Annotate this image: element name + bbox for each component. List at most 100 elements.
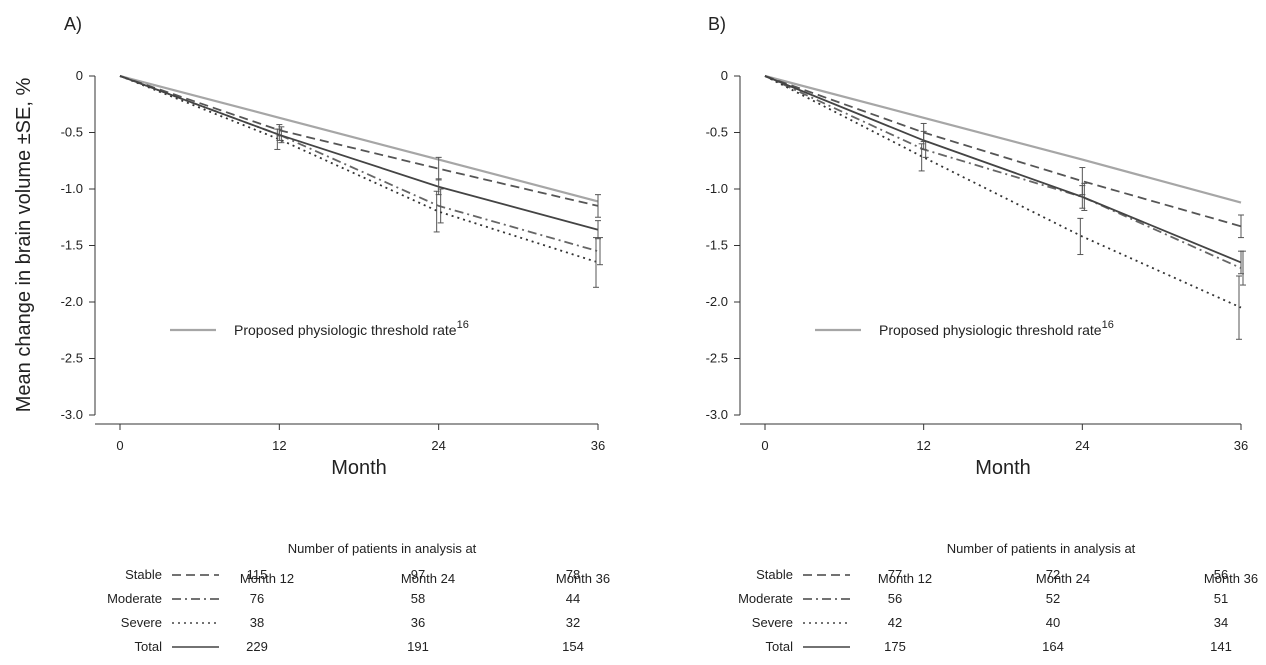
error-bar-moderate <box>597 237 603 266</box>
x-tick-label: 36 <box>1234 438 1248 453</box>
table-row-label: Total <box>766 639 794 654</box>
table-row: Stable 115 97 78 <box>125 567 580 582</box>
series-line-severe <box>764 75 1242 309</box>
x-tick-label: 12 <box>916 438 930 453</box>
y-tick-label: -1.0 <box>706 181 728 196</box>
series-line-severe <box>119 75 599 264</box>
x-axis-title: Month <box>331 457 387 479</box>
error-bar-total <box>276 128 283 141</box>
legend: Proposed physiologic threshold rate16 <box>815 319 1114 338</box>
table-row: Total 229 191 154 <box>135 639 584 654</box>
y-tick-label: -1.0 <box>61 181 83 196</box>
table-cell: 36 <box>411 615 425 630</box>
error-bar-total <box>595 220 601 240</box>
series-line-stable <box>764 75 1242 228</box>
x-tick-label: 0 <box>116 438 123 453</box>
table-cell: 175 <box>884 639 906 654</box>
table-cell: 56 <box>888 591 902 606</box>
table-cell: 40 <box>1046 615 1060 630</box>
table-column-header: Month 24 <box>401 571 455 586</box>
legend-label: Proposed physiologic threshold rate16 <box>234 319 469 338</box>
error-bar-stable <box>1238 214 1244 239</box>
series-line-total <box>119 75 599 231</box>
y-tick-label: -1.5 <box>706 238 728 253</box>
y-tick-label: -3.0 <box>61 407 83 422</box>
table-cell: 78 <box>566 567 580 582</box>
table-cell: 42 <box>888 615 902 630</box>
table-title: Number of patients in analysis at <box>947 541 1136 556</box>
error-bar-severe <box>433 190 440 233</box>
x-tick-label: 12 <box>272 438 286 453</box>
series-line-proposed-physiologic-threshold-rate <box>764 74 1242 204</box>
panel-label: A) <box>64 14 82 34</box>
y-tick-label: 0 <box>76 68 83 83</box>
y-tick-label: -3.0 <box>706 407 728 422</box>
table-row: Severe 38 36 32 <box>121 615 580 630</box>
patients-table: Number of patients in analysis at Month 1… <box>107 541 610 654</box>
chart-panels: A) 0 -0.5 -1.0 -1.5 -2.0 -2.5 -3.0 0 12 24 36 Month P… <box>61 14 1259 654</box>
x-tick-label: 36 <box>591 438 605 453</box>
panel-label: B) <box>708 14 726 34</box>
table-cell: 164 <box>1042 639 1064 654</box>
table-row: Total 175 164 141 <box>766 639 1232 654</box>
table-cell: 229 <box>246 639 268 654</box>
table-cell: 76 <box>250 591 264 606</box>
y-tick-label: -2.5 <box>706 351 728 366</box>
legend: Proposed physiologic threshold rate16 <box>170 319 469 338</box>
table-row: Stable 77 72 56 <box>756 567 1228 582</box>
table-cell: 44 <box>566 591 580 606</box>
table-cell: 97 <box>411 567 425 582</box>
error-bar-stable <box>595 194 601 218</box>
table-cell: 77 <box>888 567 902 582</box>
table-column-header: Month 36 <box>1204 571 1258 586</box>
table-row-label: Severe <box>121 615 162 630</box>
y-tick-label: -1.5 <box>61 238 83 253</box>
table-row: Moderate 56 52 51 <box>738 591 1228 606</box>
table-row: Severe 42 40 34 <box>752 615 1228 630</box>
error-bar-severe <box>1236 275 1242 340</box>
error-bar-severe <box>1077 217 1084 256</box>
y-tick-label: -2.5 <box>61 351 83 366</box>
error-bar-severe <box>593 237 599 288</box>
legend-label: Proposed physiologic threshold rate16 <box>879 319 1114 338</box>
x-tick-label: 0 <box>761 438 768 453</box>
y-tick-label: -2.0 <box>706 294 728 309</box>
table-cell: 52 <box>1046 591 1060 606</box>
table-cell: 154 <box>562 639 584 654</box>
table-cell: 32 <box>566 615 580 630</box>
table-cell: 191 <box>407 639 429 654</box>
table-row-label: Total <box>135 639 163 654</box>
table-column-header: Month 12 <box>878 571 932 586</box>
table-cell: 141 <box>1210 639 1232 654</box>
chart-panel-b: B) 0 -0.5 -1.0 -1.5 -2.0 -2.5 -3.0 0 12 24 36 Month P… <box>706 14 1259 654</box>
x-tick-label: 24 <box>1075 438 1089 453</box>
y-tick-label: -0.5 <box>706 125 728 140</box>
error-bar-total <box>435 178 442 196</box>
chart-panel-a: A) 0 -0.5 -1.0 -1.5 -2.0 -2.5 -3.0 0 12 24 36 Month P… <box>61 14 611 654</box>
table-cell: 115 <box>247 567 268 582</box>
table-row-label: Moderate <box>107 591 162 606</box>
error-bar-total <box>1079 185 1086 209</box>
error-bar-total <box>920 130 927 150</box>
table-row-label: Severe <box>752 615 793 630</box>
table-row: Moderate 76 58 44 <box>107 591 580 606</box>
y-tick-label: -0.5 <box>61 125 83 140</box>
table-column-header: Month 24 <box>1036 571 1090 586</box>
legend-superscript: 16 <box>1102 319 1114 331</box>
x-axis-title: Month <box>975 457 1031 479</box>
table-cell: 58 <box>411 591 425 606</box>
table-cell: 72 <box>1046 567 1060 582</box>
series-line-proposed-physiologic-threshold-rate <box>119 74 599 203</box>
table-column-header: Month 12 <box>240 571 294 586</box>
y-tick-label: 0 <box>721 68 728 83</box>
patients-table: Number of patients in analysis at Month 1… <box>738 541 1258 654</box>
table-title: Number of patients in analysis at <box>288 541 477 556</box>
table-cell: 51 <box>1214 591 1228 606</box>
y-tick-label: -2.0 <box>61 294 83 309</box>
series-line-stable <box>119 75 599 207</box>
table-cell: 34 <box>1214 615 1228 630</box>
table-cell: 38 <box>250 615 264 630</box>
series-line-total <box>764 75 1242 264</box>
table-row-label: Stable <box>125 567 162 582</box>
